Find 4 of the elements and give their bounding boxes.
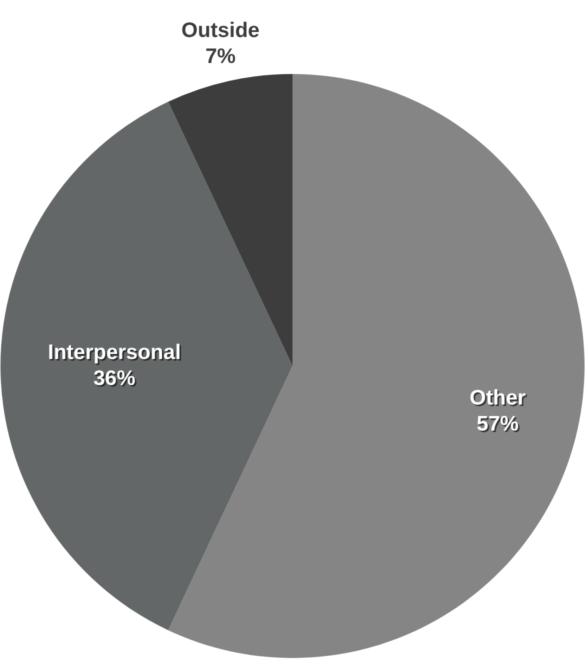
- data-label: 57%: [478, 414, 521, 438]
- slice-label: Outside: [181, 18, 260, 42]
- data-label: 7%: [205, 44, 236, 68]
- data-label: 36%: [94, 368, 138, 392]
